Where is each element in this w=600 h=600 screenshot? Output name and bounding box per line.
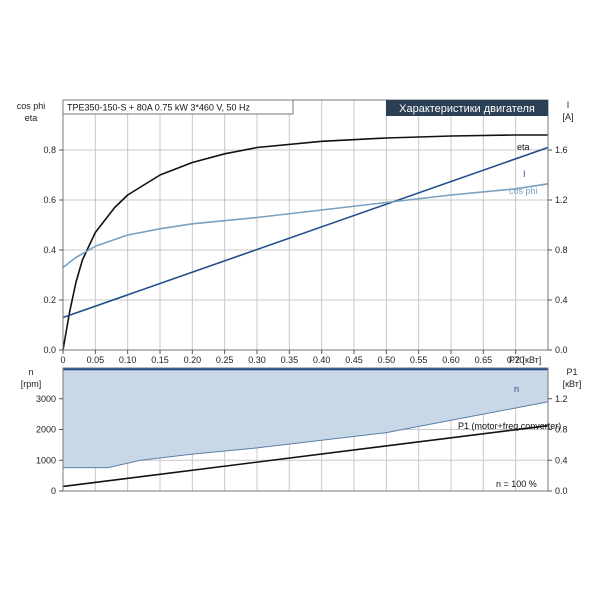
y-left-label-line2: eta — [25, 113, 38, 123]
y-left-tick-label-0: 0.0 — [43, 345, 56, 355]
y-left-tick-label-2: 0.4 — [43, 245, 56, 255]
bottom-y-right-tick-label-1: 0.4 — [555, 455, 568, 465]
x-tick-label-3: 0.15 — [151, 355, 169, 365]
x-tick-label-11: 0.55 — [410, 355, 428, 365]
series-label-p1: P1 (motor+freq.converter) — [458, 421, 561, 431]
bottom-series — [62, 368, 549, 488]
p1-power-line-0 — [62, 424, 549, 488]
y-right-tick-label-4: 1.6 — [555, 145, 568, 155]
x-tick-label-10: 0.50 — [378, 355, 396, 365]
bottom-y-right-label-line2: [кВт] — [563, 379, 582, 389]
y-left-tick-label-3: 0.6 — [43, 195, 56, 205]
speed-percent-annotation: n = 100 % — [496, 479, 537, 489]
info-box-text: TPE350-150-S + 80A 0.75 kW 3*460 V, 50 H… — [67, 103, 251, 113]
y-left-tick-label-1: 0.2 — [43, 295, 56, 305]
x-tick-label-5: 0.25 — [216, 355, 234, 365]
top-plot-frame — [62, 99, 549, 351]
x-tick-label-12: 0.60 — [442, 355, 460, 365]
x-tick-label-6: 0.30 — [248, 355, 266, 365]
bottom-y-ticks-left: 0 1000 2000 3000 — [36, 394, 63, 496]
bottom-y-right-tick-label-3: 1.2 — [555, 394, 568, 404]
x-axis-label: P2 [кВт] — [509, 355, 541, 365]
series-label-speed: n — [514, 384, 519, 394]
top-y-ticks-left: 0.0 0.2 0.4 0.6 0.8 — [43, 145, 63, 355]
y-left-tick-label-4: 0.8 — [43, 145, 56, 155]
x-tick-label-7: 0.35 — [281, 355, 299, 365]
y-right-label-line2: [A] — [562, 112, 573, 122]
bottom-y-right-tick-label-0: 0.0 — [555, 486, 568, 496]
bottom-y-left-tick-label-1: 1000 — [36, 455, 56, 465]
speed-range-area — [63, 369, 548, 468]
current-curve — [62, 146, 549, 319]
series-label-eta: eta — [517, 142, 530, 152]
y-right-tick-label-2: 0.8 — [555, 245, 568, 255]
bottom-y-left-label-line1: n — [28, 367, 33, 377]
y-left-label-line1: cos phi — [17, 101, 46, 111]
top-y-ticks-right: 0.0 0.4 0.8 1.2 1.6 — [548, 145, 568, 355]
x-tick-label-2: 0.10 — [119, 355, 137, 365]
cosphi-curve — [62, 183, 549, 269]
bottom-y-right-label-line1: P1 — [566, 367, 577, 377]
chart-title: Характеристики двигателя — [399, 103, 535, 115]
bottom-y-right-tick-label-2: 0.8 — [555, 425, 568, 435]
bottom-y-left-tick-label-2: 2000 — [36, 425, 56, 435]
y-right-tick-label-0: 0.0 — [555, 345, 568, 355]
x-tick-label-14: 0.70 — [507, 355, 525, 365]
y-right-tick-label-1: 0.4 — [555, 295, 568, 305]
bottom-y-left-tick-label-0: 0 — [51, 486, 56, 496]
series-label-cosphi: cos phi — [509, 186, 538, 196]
speed-min-edge — [63, 401, 549, 469]
series-label-current: I — [523, 169, 526, 179]
x-tick-label-0: 0 — [60, 355, 65, 365]
y-right-label-line1: I — [567, 100, 570, 110]
x-tick-label-1: 0.05 — [87, 355, 105, 365]
x-tick-label-9: 0.45 — [345, 355, 363, 365]
eta-curve — [62, 134, 548, 351]
x-tick-label-8: 0.40 — [313, 355, 331, 365]
top-series — [62, 134, 549, 351]
bottom-y-ticks-right: 0.0 0.4 0.8 1.2 — [548, 394, 568, 496]
y-right-tick-label-3: 1.2 — [555, 195, 568, 205]
top-panel: 0 0.05 0.10 0.15 0.20 0.25 0.30 0.35 0.40 0.45 0.5… — [17, 99, 574, 365]
x-tick-label-13: 0.65 — [475, 355, 493, 365]
bottom-y-left-tick-label-3: 3000 — [36, 394, 56, 404]
bottom-panel: 0 1000 2000 3000 0.0 0.4 0.8 1.2 n [rpm] P1 [к… — [21, 367, 582, 496]
bottom-y-left-label-line2: [rpm] — [21, 379, 42, 389]
x-tick-label-4: 0.20 — [184, 355, 202, 365]
title-badge — [386, 100, 548, 116]
info-box — [62, 99, 294, 115]
top-x-ticks: 0 0.05 0.10 0.15 0.20 0.25 0.30 0.35 0.40 0.45 0.5… — [60, 350, 524, 365]
